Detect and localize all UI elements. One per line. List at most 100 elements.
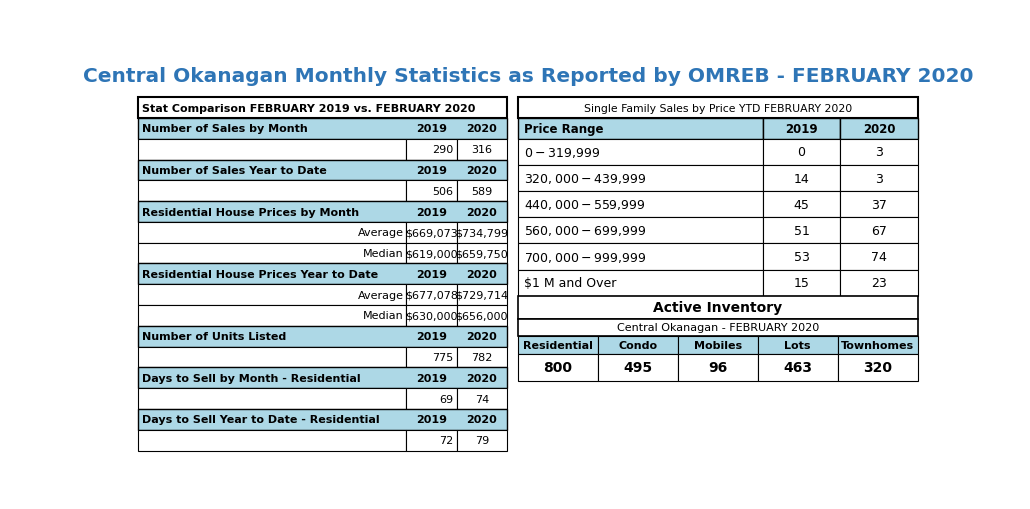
Bar <box>138 264 507 285</box>
Text: Median: Median <box>364 248 404 259</box>
Text: Active Inventory: Active Inventory <box>653 301 783 315</box>
Text: 74: 74 <box>871 250 887 264</box>
Bar <box>406 222 456 243</box>
Text: Days to Sell Year to Date - Residential: Days to Sell Year to Date - Residential <box>142 415 379 425</box>
Bar <box>456 388 507 409</box>
Text: 67: 67 <box>871 224 887 237</box>
Text: $734,799: $734,799 <box>455 228 509 238</box>
Bar <box>837 336 918 355</box>
Bar <box>456 222 507 243</box>
Text: 2020: 2020 <box>467 415 497 425</box>
Bar <box>138 160 507 181</box>
Bar <box>456 305 507 326</box>
Bar <box>456 243 507 264</box>
Bar <box>138 98 507 119</box>
Bar <box>840 139 918 165</box>
Text: 37: 37 <box>871 199 887 211</box>
Text: $659,750: $659,750 <box>455 248 508 259</box>
Bar <box>138 202 507 222</box>
Text: 2020: 2020 <box>467 207 497 217</box>
Text: 2019: 2019 <box>416 207 447 217</box>
Text: 316: 316 <box>472 145 492 155</box>
Text: 74: 74 <box>475 394 489 404</box>
Bar <box>406 139 456 160</box>
Bar <box>762 244 840 270</box>
Text: Days to Sell by Month - Residential: Days to Sell by Month - Residential <box>142 373 360 383</box>
Text: $700,000 - $999,999: $700,000 - $999,999 <box>524 250 646 264</box>
Bar <box>762 165 840 192</box>
Bar <box>597 336 678 355</box>
Bar <box>456 430 507 450</box>
Text: 45: 45 <box>793 199 810 211</box>
Text: 3: 3 <box>876 146 883 159</box>
Text: 2020: 2020 <box>467 373 497 383</box>
Text: 495: 495 <box>623 361 652 375</box>
Bar <box>138 326 507 347</box>
Text: Average: Average <box>357 290 404 300</box>
Text: Number of Sales by Month: Number of Sales by Month <box>142 124 308 134</box>
Text: 2019: 2019 <box>416 124 447 134</box>
Bar <box>518 119 762 139</box>
Text: 14: 14 <box>793 172 810 185</box>
Text: 0: 0 <box>797 146 805 159</box>
Bar <box>518 165 762 192</box>
Bar <box>456 181 507 202</box>
Text: 506: 506 <box>433 186 453 196</box>
Text: 15: 15 <box>793 277 810 290</box>
Bar <box>678 336 758 355</box>
Text: Single Family Sales by Price YTD FEBRUARY 2020: Single Family Sales by Price YTD FEBRUAR… <box>584 103 852 114</box>
Text: 2020: 2020 <box>863 123 895 135</box>
Text: 320: 320 <box>863 361 892 375</box>
Text: Price Range: Price Range <box>524 123 604 135</box>
Bar <box>406 347 456 367</box>
Bar <box>840 192 918 218</box>
Text: 2019: 2019 <box>416 165 447 176</box>
Bar <box>138 388 406 409</box>
Text: $656,000: $656,000 <box>455 311 508 321</box>
Bar <box>758 355 837 381</box>
Bar <box>762 270 840 296</box>
Text: 3: 3 <box>876 172 883 185</box>
Text: $630,000: $630,000 <box>405 311 457 321</box>
Text: 2019: 2019 <box>785 123 818 135</box>
Text: 51: 51 <box>793 224 810 237</box>
Text: 2019: 2019 <box>416 269 447 279</box>
Text: 2020: 2020 <box>467 124 497 134</box>
Text: $619,000: $619,000 <box>405 248 457 259</box>
Text: $440,000 - $559,999: $440,000 - $559,999 <box>524 198 646 212</box>
Bar <box>840 218 918 244</box>
Text: Central Okanagan Monthly Statistics as Reported by OMREB - FEBRUARY 2020: Central Okanagan Monthly Statistics as R… <box>82 67 973 86</box>
Text: 69: 69 <box>440 394 453 404</box>
Bar <box>406 388 456 409</box>
Bar <box>456 285 507 305</box>
Bar <box>406 430 456 450</box>
Bar <box>456 347 507 367</box>
Text: $1 M and Over: $1 M and Over <box>524 277 616 290</box>
Text: 775: 775 <box>433 352 453 362</box>
Text: Residential House Prices by Month: Residential House Prices by Month <box>142 207 359 217</box>
Bar <box>518 296 918 319</box>
Bar <box>456 139 507 160</box>
Bar <box>518 270 762 296</box>
Bar <box>518 355 597 381</box>
Text: 79: 79 <box>475 435 489 445</box>
Text: 782: 782 <box>471 352 492 362</box>
Text: 800: 800 <box>543 361 573 375</box>
Text: 463: 463 <box>783 361 813 375</box>
Text: Number of Sales Year to Date: Number of Sales Year to Date <box>142 165 327 176</box>
Bar <box>138 367 507 388</box>
Bar <box>762 192 840 218</box>
Text: $677,078: $677,078 <box>405 290 458 300</box>
Bar <box>840 119 918 139</box>
Text: Mobiles: Mobiles <box>693 341 742 350</box>
Text: Median: Median <box>364 311 404 321</box>
Bar <box>138 305 406 326</box>
Text: 290: 290 <box>433 145 453 155</box>
Bar <box>758 336 837 355</box>
Bar <box>406 243 456 264</box>
Text: $0 - $319,999: $0 - $319,999 <box>524 146 600 159</box>
Text: $729,714: $729,714 <box>455 290 509 300</box>
Text: Residential House Prices Year to Date: Residential House Prices Year to Date <box>142 269 378 279</box>
Text: 2019: 2019 <box>416 331 447 342</box>
Bar <box>138 243 406 264</box>
